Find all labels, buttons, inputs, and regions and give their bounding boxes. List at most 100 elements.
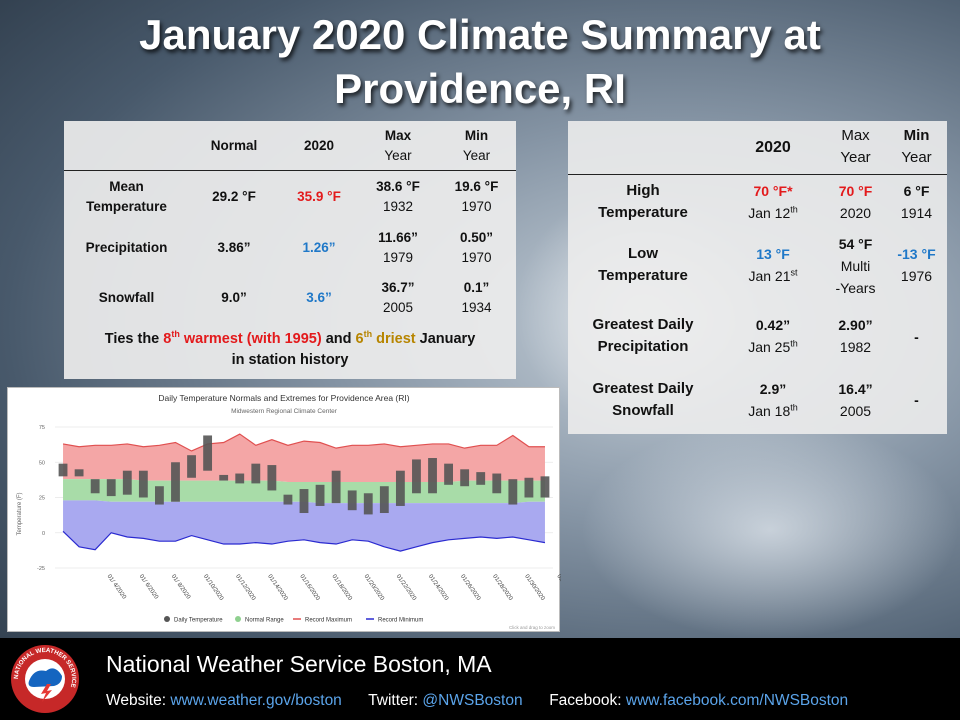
daily-temp-bar [444,463,453,485]
legend-record-max[interactable]: Record Maximum [305,618,352,624]
table-header: 2020 Max Year Min Year [568,121,947,175]
low-temp-max: 54 °F Multi -Years [835,236,876,296]
daily-temp-bar [203,435,213,471]
precip-max: 11.66” 1979 [378,230,418,265]
background-frost-lower [580,420,960,640]
y-tick-label: -25 [37,566,45,572]
ranking-note: Ties the 8th warmest (with 1995) and 6th… [104,329,476,368]
high-temp-min: 6 °F 1914 [900,183,933,221]
header-max: Max Year [840,127,871,166]
daily-precip-max: 2.90” 1982 [838,317,873,355]
record-min-line [62,530,546,552]
snowfall-max: 36.7” 2005 [381,280,415,315]
daily-temp-bar [508,479,518,505]
daily-temp-bar [138,470,148,498]
legend-daily-temperature[interactable]: Daily Temperature [174,618,223,624]
low-temp-2020: 13 °F Jan 21st [748,246,798,284]
y-tick-label: 25 [39,496,45,502]
daily-temp-bar [492,473,502,494]
row-label-mean-temp: Mean Temperature [86,179,167,214]
snowfall-normal: 9.0” [221,290,247,305]
chart-ylabel: Temperature (F) [17,492,23,535]
chart-legend[interactable]: Daily Temperature Normal Range Record Ma… [164,616,423,624]
chart-title: Daily Temperature Normals and Extremes f… [158,393,409,403]
precip-normal: 3.86” [217,240,251,255]
legend-normal-range[interactable]: Normal Range [245,618,284,624]
y-tick-label: 0 [42,531,45,537]
logo-cloud-icon [28,668,62,687]
header-2020: 2020 [755,139,791,156]
daily-temp-bar [74,469,84,477]
mean-temp-max: 38.6 °F 1932 [376,179,420,214]
x-tick-label: 02 [555,574,561,583]
mean-temp-2020: 35.9 °F [297,189,341,204]
daily-temp-bar [187,455,196,478]
row-label-low-temp: Low Temperature [598,245,688,284]
legend-daily-temperature-icon [164,616,170,622]
x-tick-label: 01/14/2020 [266,574,289,603]
daily-snow-2020: 2.9” Jan 18th [748,381,798,419]
twitter-link[interactable]: @NWSBoston [422,692,523,709]
temperature-chart[interactable]: Daily Temperature Normals and Extremes f… [7,387,561,633]
record-max-band [63,434,545,482]
daily-precip-min: - [914,329,919,345]
header-min: Min Year [462,128,491,163]
logo-lightning-icon [41,684,52,702]
daily-snow-max: 16.4” 2005 [838,381,873,419]
daily-temp-bar [155,486,164,505]
mean-temp-min: 19.6 °F 1970 [454,179,499,214]
table-header: Normal 2020 Max Year Min Year [64,121,516,171]
daily-temp-bar [235,473,245,484]
monthly-summary-table: Normal 2020 Max Year Min Year Mean Tempe… [64,121,516,379]
title-line-2: Providence, RI [334,65,626,112]
x-tick-label: 01/12/2020 [234,574,257,603]
page-title: January 2020 Climate Summary at Providen… [0,8,960,116]
row-label-daily-snow: Greatest Daily Snowfall [592,380,694,419]
legend-record-min[interactable]: Record Minimum [378,618,423,624]
daily-temp-bar [171,462,180,502]
daily-temp-bar [524,477,534,498]
x-tick-label: 01/ 8/2020 [170,574,192,601]
row-label-snowfall: Snowfall [98,290,155,305]
temperature-chart-svg[interactable]: Daily Temperature Normals and Extremes f… [8,388,561,633]
daily-extremes-table: 2020 Max Year Min Year High Temperature … [568,121,947,434]
snowfall-min: 0.1” 1934 [461,280,492,315]
facebook-link[interactable]: www.facebook.com/NWSBoston [625,692,849,709]
daily-temp-bar [267,465,277,491]
precip-min: 0.50” 1970 [459,230,494,265]
daily-temp-bar [283,494,293,505]
twitter-label: Twitter: [368,692,419,709]
footer-bar: NATIONAL WEATHER SERVICE National Weathe… [0,638,960,720]
x-tick-label: 01/ 4/2020 [106,574,128,601]
daily-temp-bar [251,463,261,484]
daily-temp-bar [219,474,229,481]
daily-temp-bar [122,470,132,495]
legend-normal-range-icon [235,616,241,622]
x-tick-label: 01/20/2020 [363,574,386,603]
title-line-1: January 2020 Climate Summary at [139,11,821,58]
daily-temp-bar [540,476,550,498]
website-link[interactable]: www.weather.gov/boston [170,692,342,709]
daily-temp-bar [460,469,470,487]
record-min-band [63,500,545,552]
facebook-label: Facebook: [549,692,622,709]
row-label-precip: Precipitation [85,240,168,255]
header-min: Min Year [901,127,932,166]
mean-temp-normal: 29.2 °F [212,189,256,204]
low-temp-min: -13 °F 1976 [897,246,936,284]
daily-temp-bar [476,472,486,485]
x-tick-label: 01/10/2020 [202,574,225,603]
y-tick-label: 50 [39,460,45,466]
x-tick-label: 01/ 6/2020 [138,574,160,601]
precip-2020: 1.26” [302,240,336,255]
chart-subtitle: Midwestern Regional Climate Center [231,408,338,415]
header-normal: Normal [210,138,258,153]
footer-links: Website: www.weather.gov/boston Twitter:… [106,691,848,711]
daily-temp-bar [428,458,437,494]
daily-temp-bar [299,489,309,514]
high-temp-2020: 70 °F* Jan 12th [748,183,798,221]
daily-temp-bar [315,484,325,506]
high-temp-max: 70 °F 2020 [838,183,873,221]
daily-snow-min: - [914,392,919,408]
y-tick-label: 75 [39,425,45,431]
